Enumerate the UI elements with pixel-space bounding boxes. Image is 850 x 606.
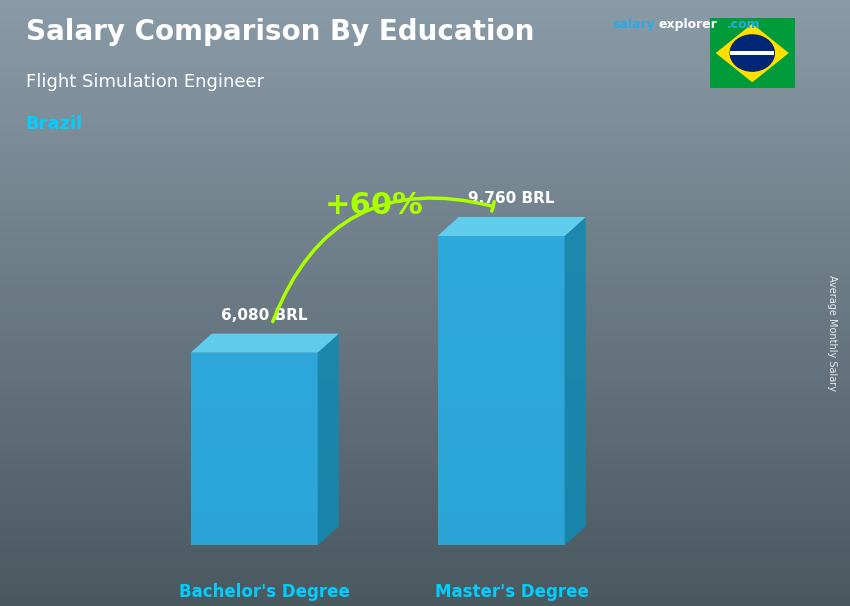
Text: Flight Simulation Engineer: Flight Simulation Engineer	[26, 73, 264, 91]
Text: +60%: +60%	[325, 191, 423, 220]
Circle shape	[730, 35, 774, 71]
Polygon shape	[730, 51, 774, 55]
Polygon shape	[564, 217, 586, 545]
Text: explorer: explorer	[659, 18, 717, 31]
Text: .com: .com	[727, 18, 761, 31]
Polygon shape	[438, 217, 586, 236]
Polygon shape	[190, 334, 339, 353]
Polygon shape	[716, 24, 789, 82]
Polygon shape	[438, 236, 564, 545]
Polygon shape	[318, 334, 339, 545]
Text: Salary Comparison By Education: Salary Comparison By Education	[26, 18, 534, 46]
Text: Brazil: Brazil	[26, 115, 82, 133]
Text: salary: salary	[612, 18, 654, 31]
Text: Bachelor's Degree: Bachelor's Degree	[179, 584, 350, 601]
Text: 9,760 BRL: 9,760 BRL	[468, 191, 555, 206]
Polygon shape	[190, 353, 318, 545]
Text: Average Monthly Salary: Average Monthly Salary	[827, 275, 837, 391]
Text: 6,080 BRL: 6,080 BRL	[222, 308, 308, 322]
Text: Master's Degree: Master's Degree	[434, 584, 588, 601]
